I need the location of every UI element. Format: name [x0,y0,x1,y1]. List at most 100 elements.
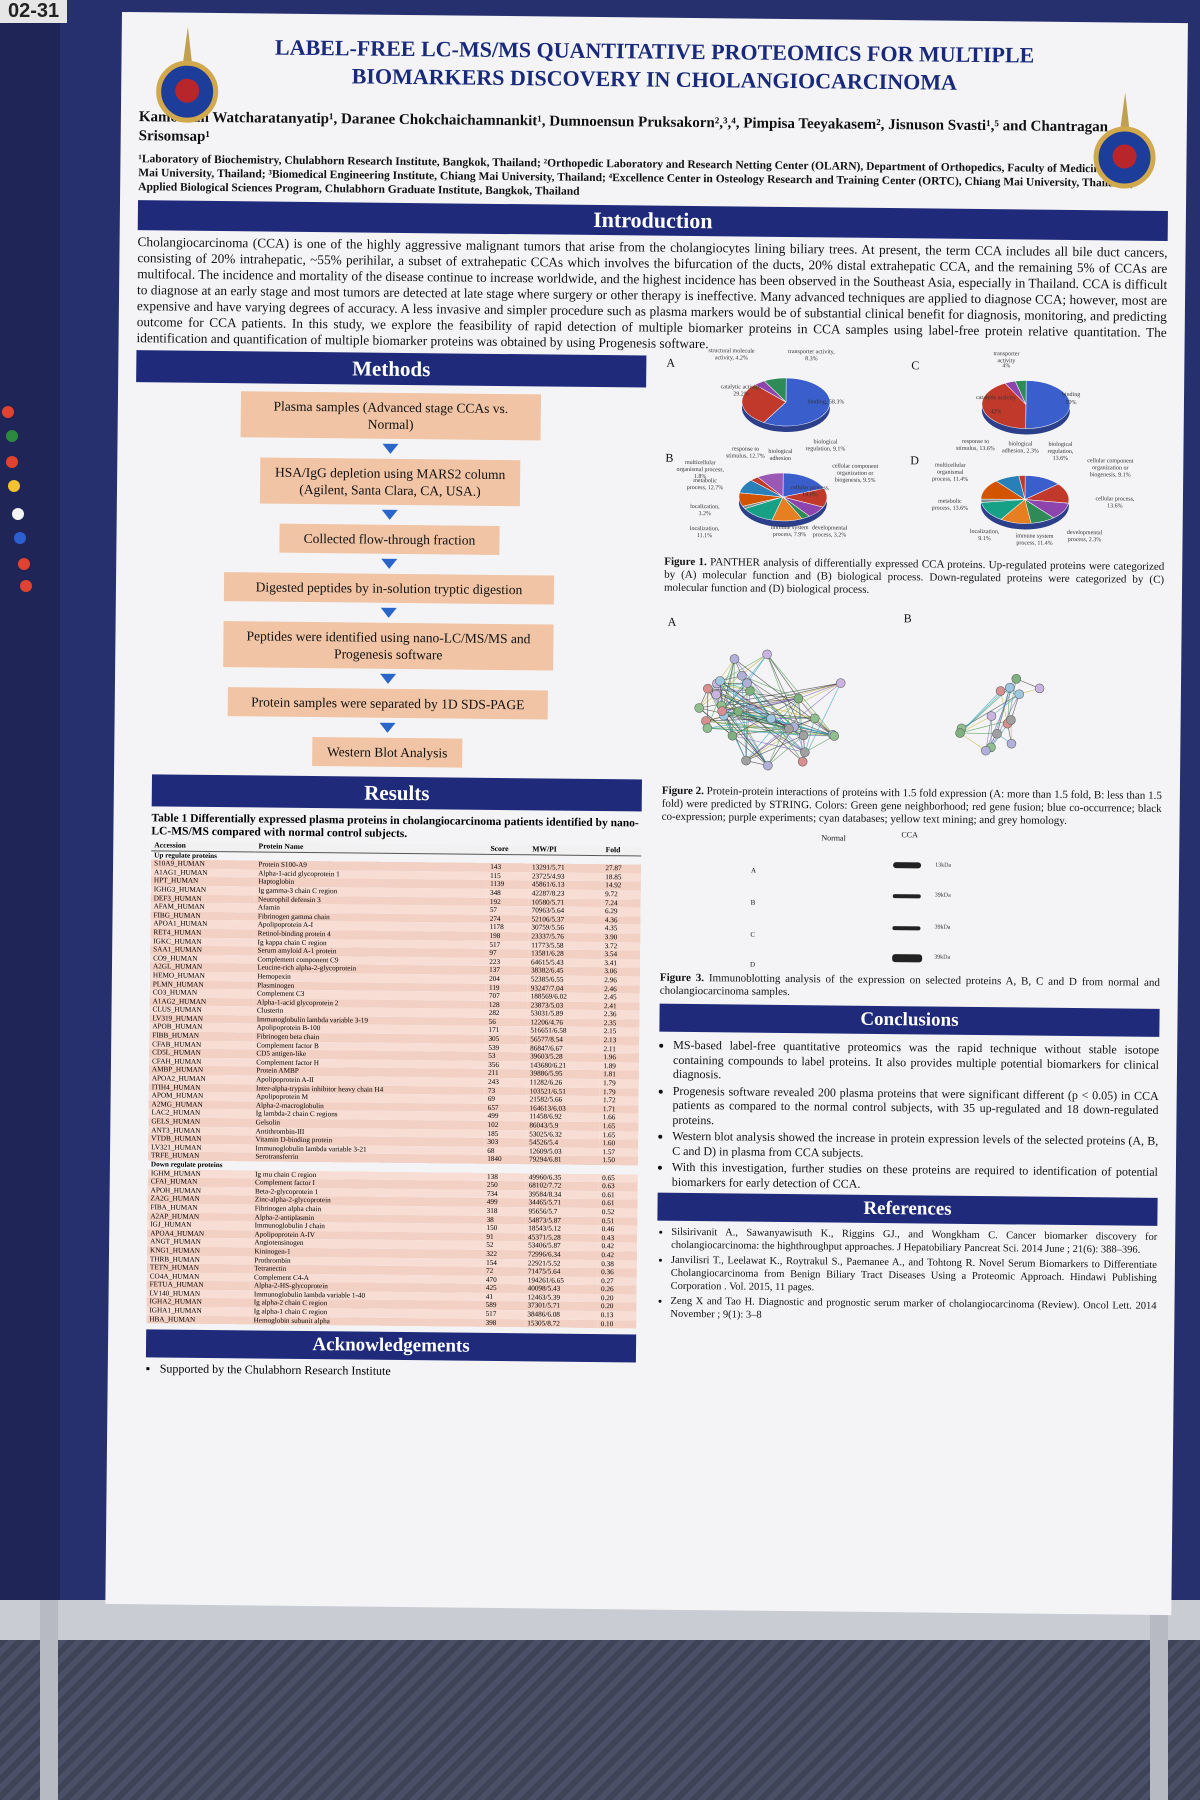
network-edge [766,654,799,699]
blot-band [893,862,922,869]
network-edge [738,711,815,719]
table-cell: 70963/5.64 [528,906,603,916]
table-cell: 18543/5.12 [525,1224,599,1234]
push-pin-icon [14,532,26,544]
network-node [1006,738,1017,749]
pie-slice-label: multicellular organismal process, 11.4% [931,462,969,483]
table-cell: 150 [483,1223,526,1234]
pie-slice-label: 50% [1065,399,1077,407]
conclusion-item: Western blot analysis showed the increas… [672,1129,1158,1163]
table-cell: 250 [483,1181,526,1191]
table-cell: 2.41 [600,1001,640,1011]
figure1-caption: Figure 1. PANTHER analysis of differenti… [664,556,1164,600]
pie-slice-label: catalytic activity, 29.2% [720,384,762,398]
pie-chart-a [741,377,831,432]
table-cell: 3.06 [601,967,641,977]
carpet-floor [0,1640,1200,1800]
table-cell: 0.52 [598,1207,638,1217]
pie-chart-d [980,475,1070,530]
pie-slice-label: localization, 11.1% [689,525,720,540]
table-cell: 0.63 [599,1182,638,1192]
pie-slice-label: cellular process, 19.0% [790,485,830,499]
network-edge [804,735,835,753]
table-cell: 2.46 [601,984,640,994]
pie-slice-label: biological regulation, 13.6% [1047,441,1074,462]
table-cell: 1.60 [599,1139,639,1149]
table-cell: 0.20 [597,1293,637,1303]
table-cell: 3.90 [601,933,641,943]
table-cell: 0.43 [598,1233,638,1243]
table-cell: 2.35 [600,1018,640,1028]
table-cell: HBA_HUMAN [146,1314,251,1325]
table-cell: 3.41 [601,958,641,968]
table-cell: 1.71 [599,1104,639,1114]
network-node [715,676,725,686]
table-cell: 2.45 [601,993,640,1003]
pie-slice-label: metabolic process, 13.6% [931,498,969,512]
poster-title: LABEL-FREE LC-MS/MS QUANTITATIVE PROTEOM… [274,34,1035,95]
methods-heading: Methods [136,350,647,388]
table-cell: 707 [485,991,528,1001]
table-cell: 398 [482,1318,525,1328]
pie-slice-label: 42% [990,409,1002,416]
blot-mw-label: 39kDa [934,954,951,961]
network-node [762,649,772,660]
network-edge [722,710,790,730]
table-cell: 303 [484,1138,527,1148]
network-edge [732,658,735,736]
network-node [797,756,808,767]
down-arrow-icon [380,607,397,618]
table-cell: 0.42 [598,1250,638,1260]
network-edge [719,680,790,730]
push-pin-icon [8,480,20,492]
table-cell: 1.81 [600,1070,639,1080]
network-node [763,760,773,771]
conclusion-item: MS-based label-free quantitative proteom… [673,1038,1159,1087]
network-node [986,711,997,721]
pie-slice-label: metabolic process, 12.7% [686,478,724,492]
network-node [729,654,740,664]
table-cell: 1.89 [600,1061,640,1071]
table-cell: 23337/5.76 [528,932,602,942]
table-cell: 6.29 [601,907,641,917]
pie-slice-label: catalytic activity [976,394,1016,402]
blot-band [892,894,921,899]
network-edge [719,680,769,766]
figure3-caption-title: Figure 3. [659,971,705,985]
push-pin-icon [20,580,32,592]
table-cell: 0.10 [597,1319,637,1329]
push-pin-icon [6,430,18,442]
table-cell: 1.57 [599,1147,639,1157]
pie-slice-label: immune system process, 7.9% [770,524,809,539]
table-cell: Hemoglobin subunit alpha [250,1316,483,1328]
pie-slice-label: localization, 3.2% [690,503,720,518]
network-edge [707,658,735,729]
pie-slice-label: localization, 9.1% [969,528,1000,543]
network-edge [723,715,769,766]
network-edge [745,683,748,761]
table-cell: 0.65 [599,1173,638,1183]
pie-slice-label: developmental process, 3.2% [811,525,848,539]
pie-charts [738,377,1071,530]
network-node [1014,689,1024,699]
figure1-caption-text: PANTHER analysis of differentially expre… [663,556,1165,596]
network-edge [738,711,790,730]
down-arrow-icon [379,673,397,684]
board-edge [0,0,60,1640]
blot-column-label: Normal [821,833,846,843]
figure1-caption-title: Figure 1. [664,555,707,569]
table-cell: 53 [485,1052,528,1062]
table-cell: 42287/8.23 [528,889,603,899]
pie-slice-label: cellular process, 13.6% [1095,496,1135,510]
institute-logo-left [149,26,226,127]
network-edge [734,658,790,729]
network-edge [959,732,986,751]
pie-slice-label: developmental process, 2.3% [1066,529,1103,544]
network-node [766,713,776,724]
network-node [717,706,727,716]
pie-slice-label: cellular component organization or bioge… [1087,458,1134,479]
table-cell: 425 [482,1284,525,1294]
table-cell: 318 [483,1206,526,1216]
network-node [992,728,1002,739]
table-cell: 2.36 [600,1010,640,1020]
